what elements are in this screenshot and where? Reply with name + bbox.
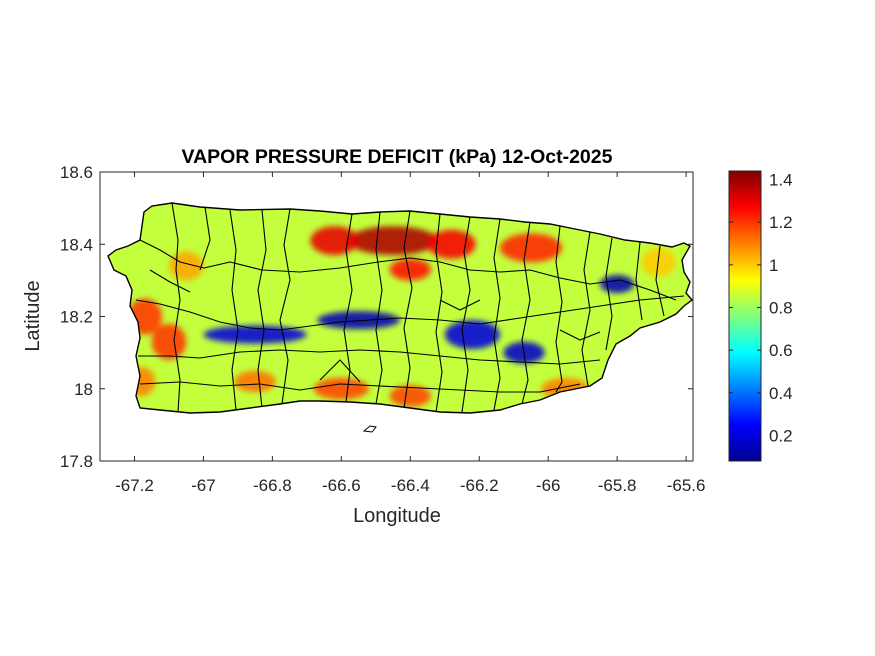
municipality-boundary bbox=[375, 211, 383, 405]
field-blob bbox=[427, 229, 476, 259]
x-axis-label: Longitude bbox=[353, 505, 441, 527]
x-tick-label: -67.2 bbox=[115, 476, 154, 495]
municipality-boundary bbox=[257, 209, 267, 409]
municipality-boundary bbox=[343, 213, 353, 403]
y-tick-label: 18.2 bbox=[60, 308, 93, 327]
colorbar-tick-label: 1 bbox=[769, 256, 778, 275]
municipality-boundary bbox=[521, 221, 531, 405]
x-tick-label: -67 bbox=[191, 476, 216, 495]
field-blob bbox=[444, 320, 500, 350]
field-blob bbox=[389, 385, 431, 407]
x-tick-label: -66.4 bbox=[391, 476, 430, 495]
municipality-boundary bbox=[435, 213, 443, 413]
municipality-boundary bbox=[655, 245, 665, 317]
colorbar-tick-label: 0.8 bbox=[769, 298, 793, 317]
field-blob bbox=[348, 226, 438, 256]
colorbar-tick-label: 1.4 bbox=[769, 171, 793, 190]
coastline bbox=[107, 202, 694, 414]
municipality-boundary bbox=[138, 349, 601, 365]
colorbar-tick-label: 0.2 bbox=[769, 426, 793, 445]
municipality-boundary bbox=[605, 237, 613, 351]
chart-title: VAPOR PRESSURE DEFICIT (kPa) 12-Oct-2025 bbox=[182, 146, 613, 168]
municipality-boundary bbox=[559, 329, 601, 341]
field-blob bbox=[599, 274, 635, 294]
x-tick-label: -66.6 bbox=[322, 476, 361, 495]
y-tick-label: 18 bbox=[74, 380, 93, 399]
colorbar-tick-label: 1.2 bbox=[769, 213, 793, 232]
colorbar-gradient bbox=[728, 170, 762, 462]
y-tick-label: 18.6 bbox=[60, 163, 93, 182]
municipality-boundary bbox=[139, 239, 677, 301]
municipality-boundary bbox=[493, 218, 501, 411]
field-blob bbox=[310, 226, 359, 256]
x-tick-label: -66.2 bbox=[460, 476, 499, 495]
field-blob bbox=[317, 311, 400, 330]
colorbar-tick-label: 0.4 bbox=[769, 384, 793, 403]
municipality-boundary bbox=[635, 241, 643, 321]
municipality-boundary bbox=[461, 216, 471, 413]
plot-area: -67.2 -67 -66.8 -66.6 -66.4 -66.2 -66 -65.8 -65.… bbox=[60, 163, 706, 495]
field-blob bbox=[389, 258, 431, 281]
x-tick-label: -65.6 bbox=[667, 476, 706, 495]
municipality-boundary bbox=[319, 359, 361, 383]
x-axis: -67.2 -67 -66.8 -66.6 -66.4 -66.2 -66 -65.8 -65.… bbox=[115, 172, 705, 495]
field-blob bbox=[313, 377, 369, 400]
y-tick-label: 18.4 bbox=[60, 235, 93, 254]
field-blob bbox=[151, 323, 187, 360]
x-tick-label: -65.8 bbox=[598, 476, 637, 495]
field-blob bbox=[234, 370, 276, 393]
municipality-boundary bbox=[139, 381, 581, 393]
municipality-boundary bbox=[581, 231, 591, 387]
x-tick-label: -66 bbox=[536, 476, 561, 495]
municipality-boundary bbox=[229, 209, 239, 411]
y-axis-label: Latitude bbox=[22, 280, 44, 351]
municipality-boundaries bbox=[135, 203, 685, 413]
x-tick-label: -66.8 bbox=[253, 476, 292, 495]
municipality-boundary bbox=[135, 295, 685, 331]
colorbar: 0.2 0.4 0.6 0.8 1 1.2 1.4 bbox=[728, 170, 793, 462]
field-blob bbox=[499, 233, 562, 263]
y-tick-label: 17.8 bbox=[60, 452, 93, 471]
islet-outline bbox=[362, 425, 377, 433]
municipality-boundary bbox=[171, 203, 181, 413]
colorbar-ticks: 0.2 0.4 0.6 0.8 1 1.2 1.4 bbox=[729, 171, 793, 445]
municipality-boundary bbox=[199, 206, 211, 271]
municipality-boundary bbox=[403, 210, 413, 409]
vpd-field bbox=[108, 203, 692, 413]
y-axis: 17.8 18 18.2 18.4 18.6 bbox=[60, 163, 693, 471]
colorbar-tick-label: 0.6 bbox=[769, 341, 793, 360]
municipality-boundary bbox=[149, 269, 191, 293]
municipality-boundary bbox=[439, 299, 481, 311]
field-blob bbox=[168, 251, 204, 281]
municipality-boundary bbox=[555, 225, 563, 393]
field-blobs bbox=[127, 226, 676, 407]
municipality-boundary bbox=[279, 208, 291, 405]
